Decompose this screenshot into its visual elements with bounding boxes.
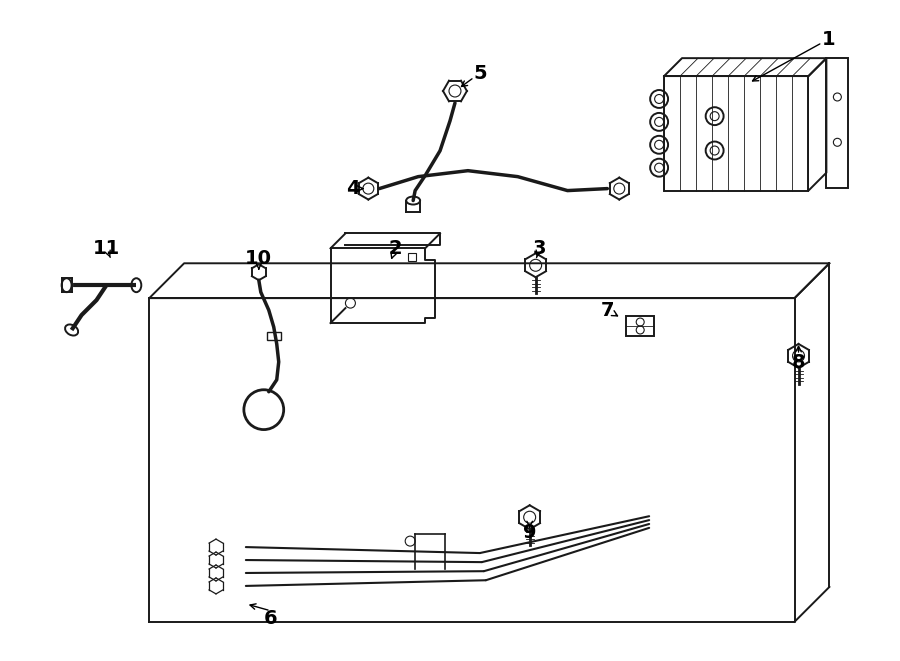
Text: 4: 4 — [346, 179, 359, 198]
Bar — [826, 58, 849, 188]
Text: 6: 6 — [264, 609, 277, 629]
Text: 1: 1 — [822, 30, 835, 49]
Text: 7: 7 — [600, 301, 614, 319]
Bar — [266, 332, 281, 340]
Text: 5: 5 — [473, 63, 487, 83]
Text: 3: 3 — [533, 239, 546, 258]
Text: 11: 11 — [93, 239, 120, 258]
Bar — [664, 76, 808, 190]
Text: 8: 8 — [792, 354, 806, 372]
Text: 10: 10 — [246, 249, 273, 268]
Bar — [626, 316, 654, 336]
Text: 9: 9 — [523, 523, 536, 541]
Bar — [409, 253, 416, 261]
Text: 2: 2 — [389, 239, 402, 258]
